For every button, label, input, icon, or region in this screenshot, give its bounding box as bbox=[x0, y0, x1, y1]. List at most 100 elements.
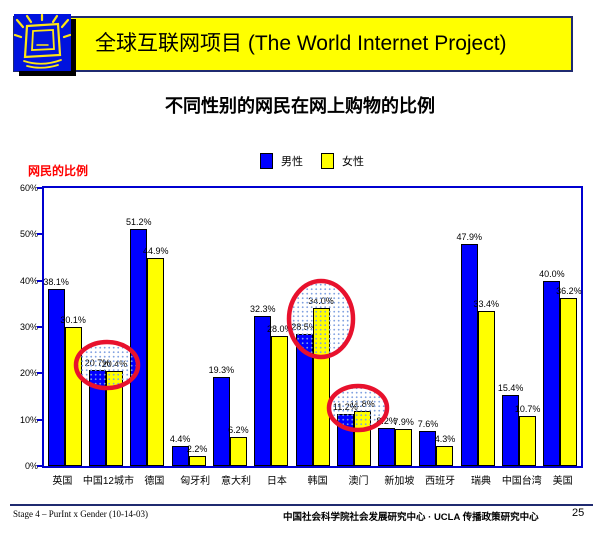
bar: 44.9% bbox=[143, 246, 169, 466]
x-axis-label: 新加坡 bbox=[384, 476, 415, 487]
bar-group: 4.4% 2.2% bbox=[168, 434, 209, 466]
bar: 47.9% bbox=[457, 232, 482, 466]
bar: 8.2% bbox=[376, 416, 397, 466]
slide-title: 全球互联网项目 (The World Internet Project) bbox=[95, 32, 507, 55]
bar: 7.9% bbox=[393, 417, 414, 466]
bar-value-label: 28.0% bbox=[266, 324, 293, 334]
x-axis-label: 瑞典 bbox=[470, 476, 491, 487]
bar-value-label: 7.6% bbox=[417, 419, 439, 429]
chart-legend: 男性 女性 bbox=[260, 153, 382, 169]
bar-value-label: 36.2% bbox=[556, 286, 582, 296]
bar: 28.0% bbox=[267, 324, 292, 466]
bar-value-label: 19.3% bbox=[208, 365, 235, 375]
bar: 15.4% bbox=[498, 383, 523, 466]
bar: 19.3% bbox=[209, 365, 234, 466]
x-axis-label: 中国台湾 bbox=[501, 476, 542, 487]
bar-group: 38.1% 30.1% bbox=[43, 277, 86, 466]
y-axis-tick-mark bbox=[37, 372, 43, 375]
x-axis-label: 西班牙 bbox=[425, 476, 456, 487]
x-axis-label: 日本 bbox=[266, 476, 287, 487]
bar-value-label: 4.3% bbox=[434, 434, 456, 444]
y-axis-tick-label: 10% bbox=[19, 414, 38, 425]
bar: 10.7% bbox=[515, 404, 540, 466]
bar-groups: 38.1% 30.1% 20.7% 20.4% 51.2% 44.9% 4.4% 2.2% 19… bbox=[43, 188, 582, 466]
bar-value-label: 2.2% bbox=[186, 444, 208, 454]
bar-value-label: 7.9% bbox=[393, 417, 414, 427]
legend-label: 女性 bbox=[342, 156, 364, 168]
bar-value-label: 44.9% bbox=[143, 246, 169, 256]
footer-org-label: 中国社会科学院社会发展研究中心 · UCLA 传播政策研究中心 bbox=[283, 512, 539, 523]
bar-group: 8.2% 7.9% bbox=[375, 416, 416, 466]
x-axis-label: 意大利 bbox=[221, 476, 252, 487]
x-axis-label: 匈牙利 bbox=[180, 476, 211, 487]
bar-group: 15.4% 10.7% bbox=[498, 383, 540, 466]
bar: 4.3% bbox=[435, 434, 455, 466]
bar: 36.2% bbox=[556, 286, 582, 466]
bar-value-label: 11.8% bbox=[349, 399, 375, 409]
y-axis-tick-label: 40% bbox=[19, 275, 38, 286]
y-axis-tick-mark bbox=[37, 279, 43, 282]
legend-item: 女性 bbox=[321, 153, 364, 169]
legend-item: 男性 bbox=[260, 153, 303, 169]
bar: 20.7% bbox=[85, 358, 110, 466]
y-axis-tick-label: 20% bbox=[19, 368, 38, 379]
bar: 40.0% bbox=[539, 269, 565, 466]
bar-value-label: 34.0% bbox=[308, 296, 334, 306]
y-axis-tick-label: 30% bbox=[19, 322, 38, 332]
y-axis-tick-mark bbox=[37, 326, 43, 328]
bar-value-label: 38.1% bbox=[43, 277, 69, 287]
bar-value-label: 51.2% bbox=[126, 217, 152, 227]
page-number: 25 bbox=[572, 507, 585, 519]
y-axis-tick-label: 50% bbox=[19, 229, 38, 240]
y-axis-title: 网民的比例 bbox=[28, 164, 89, 178]
chart-title: 不同性别的网民在网上购物的比例 bbox=[165, 96, 435, 116]
bar-value-label: 10.7% bbox=[514, 404, 541, 414]
bar-value-label: 15.4% bbox=[497, 383, 524, 393]
footer-stage-label: Stage 4 – PurInt x Gender (10-14-03) bbox=[13, 509, 148, 519]
x-axis-labels: 英国 中国12城市 德国 匈牙利 意大利 日本 韩国 澳门 新加坡 西班牙 瑞典 中国台湾 美国 bbox=[42, 472, 583, 487]
bar-value-label: 40.0% bbox=[539, 269, 565, 279]
x-axis-label: 美国 bbox=[552, 476, 573, 487]
bar-group: 20.7% 20.4% bbox=[85, 358, 127, 466]
x-axis-label: 英国 bbox=[52, 476, 73, 487]
x-axis-label: 德国 bbox=[144, 476, 165, 487]
x-axis-label: 中国12城市 bbox=[82, 476, 134, 487]
y-axis-tick-label: 60% bbox=[19, 183, 38, 193]
bar: 38.1% bbox=[43, 277, 69, 466]
y-axis-tick-mark bbox=[37, 187, 43, 189]
bar: 28.5% bbox=[291, 322, 317, 466]
legend-label: 男性 bbox=[281, 156, 303, 168]
x-axis-label: 韩国 bbox=[307, 476, 328, 487]
bar-value-label: 32.3% bbox=[249, 304, 276, 314]
plot-area: 38.1% 30.1% 20.7% 20.4% 51.2% 44.9% 4.4% 2.2% 19… bbox=[42, 186, 583, 468]
legend-swatch-icon bbox=[321, 153, 334, 169]
bar-value-label: 47.9% bbox=[456, 232, 483, 242]
y-axis-tick-mark bbox=[37, 465, 43, 467]
bar: 11.2% bbox=[333, 402, 358, 466]
y-axis-tick-mark bbox=[37, 418, 43, 421]
bar-group: 32.3% 28.0% bbox=[250, 304, 292, 466]
bar-group: 40.0% 36.2% bbox=[539, 269, 582, 466]
y-axis-tick-label: 0% bbox=[24, 461, 38, 471]
bar: 4.4% bbox=[170, 434, 190, 466]
bar-group: 19.3% 6.2% bbox=[209, 365, 250, 466]
footer-divider bbox=[10, 504, 593, 506]
x-axis-label: 澳门 bbox=[348, 476, 369, 487]
bar-group: 28.5% 34.0% bbox=[291, 296, 334, 466]
bar: 11.8% bbox=[350, 399, 375, 466]
bar: 30.1% bbox=[60, 315, 86, 466]
bar: 34.0% bbox=[308, 296, 334, 466]
bar-group: 11.2% 11.8% bbox=[333, 399, 375, 466]
bar: 33.4% bbox=[474, 299, 499, 466]
bar-value-label: 4.4% bbox=[169, 434, 191, 444]
bar: 20.4% bbox=[102, 359, 127, 466]
bar: 32.3% bbox=[250, 304, 275, 466]
bar: 51.2% bbox=[126, 217, 152, 466]
bar: 7.6% bbox=[418, 419, 438, 466]
y-axis-tick-mark bbox=[37, 233, 43, 236]
bar-group: 51.2% 44.9% bbox=[126, 217, 169, 466]
bar-value-label: 33.4% bbox=[473, 299, 500, 309]
header-bar: 全球互联网项目 (The World Internet Project) bbox=[13, 16, 573, 72]
bar: 6.2% bbox=[228, 425, 249, 466]
